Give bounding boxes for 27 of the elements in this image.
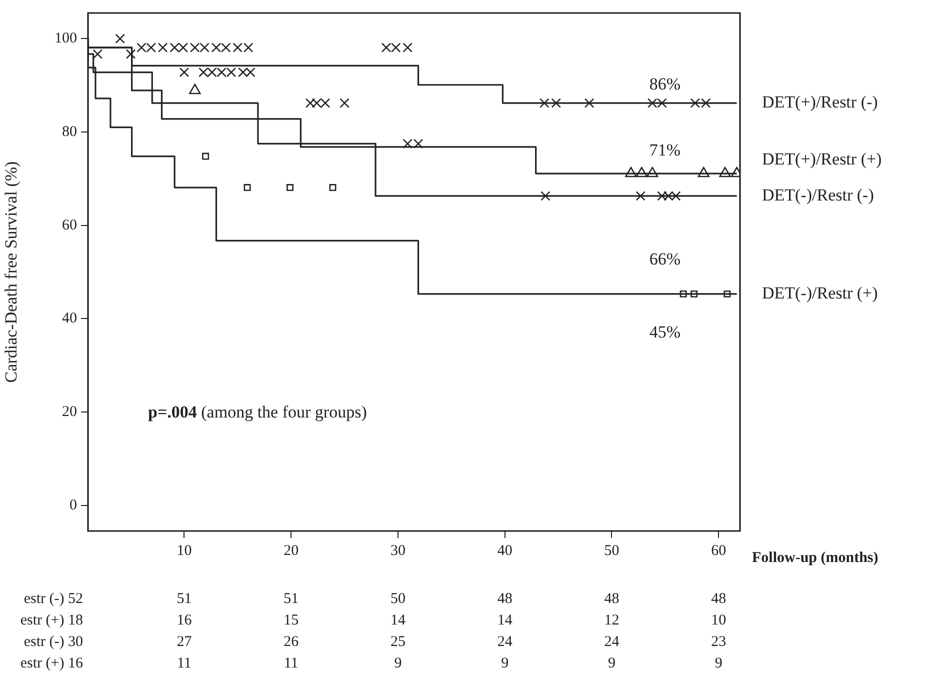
annotation: 86% — [649, 74, 681, 94]
annotation: 71% — [649, 140, 681, 160]
y-tick-label: 100 — [54, 30, 77, 47]
x-tick-label: 20 — [284, 542, 299, 559]
y-tick-label: 0 — [70, 497, 77, 514]
y-tick-label: 20 — [62, 404, 77, 420]
x-tick-label: 60 — [711, 542, 726, 559]
y-tick-label: 80 — [62, 124, 77, 140]
text: estr (-) 30 27 26 25 24 24 23 — [24, 634, 726, 650]
x-axis-title: Follow-up (months) — [752, 550, 878, 566]
series-label: DET(-)/Restr (-) — [762, 185, 874, 204]
text: estr (-) 52 51 51 50 48 48 48 — [24, 590, 726, 607]
annotation: 45% — [649, 322, 681, 342]
series-label: DET(-)/Restr (+) — [762, 283, 878, 302]
series-label: DET(+)/Restr (+) — [762, 149, 882, 168]
y-tick-label: 40 — [62, 310, 77, 327]
x-tick-label: 50 — [604, 542, 620, 559]
series-label: DET(+)/Restr (-) — [762, 92, 878, 112]
annotation: p=.004 (among the four groups) — [148, 402, 367, 422]
x-tick-label: 30 — [390, 542, 406, 559]
text: estr (+) 16 11 11 9 9 9 9 — [20, 655, 722, 672]
annotation: 66% — [649, 249, 681, 268]
text: estr (+) 18 16 15 14 14 12 10 — [20, 612, 726, 628]
x-tick-label: 10 — [176, 542, 192, 559]
y-axis-title: Cardiac-Death free Survival (%) — [2, 161, 21, 383]
y-tick-label: 60 — [62, 217, 77, 234]
x-tick-label: 40 — [497, 542, 512, 559]
